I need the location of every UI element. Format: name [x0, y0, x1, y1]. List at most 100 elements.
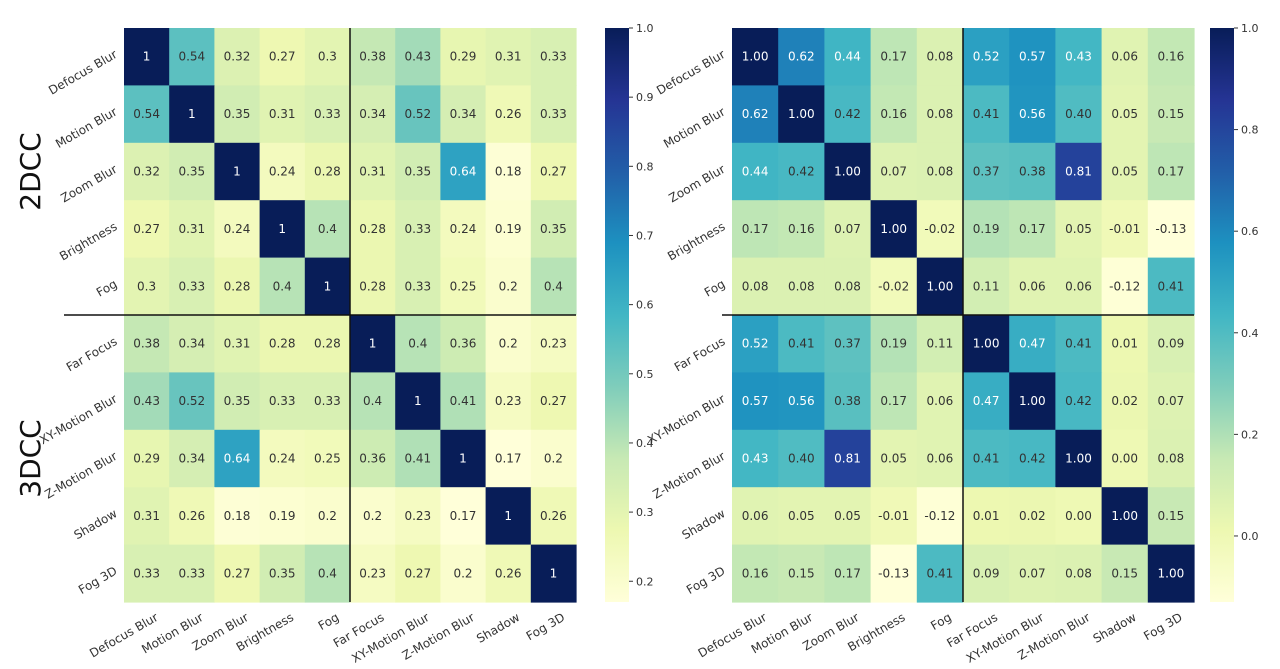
heatmap-cell	[530, 257, 577, 316]
cell-value-label: 0.27	[404, 566, 431, 580]
cell-value-label: 1.00	[1065, 452, 1092, 466]
heatmap-cell	[1009, 28, 1056, 86]
cell-value-label: 0.17	[1019, 222, 1046, 236]
heatmap-cell	[304, 429, 351, 488]
cell-value-label: 0.05	[880, 452, 907, 466]
cell-value-label: 0.42	[1065, 394, 1092, 408]
heatmap-cell	[214, 372, 261, 431]
cell-value-label: 0.19	[495, 222, 522, 236]
x-tick-label: XY-Motion Blur	[964, 610, 1046, 666]
cell-value-label: 0.32	[133, 165, 160, 179]
cell-value-label: 0.17	[450, 509, 477, 523]
cell-value-label: 0.81	[1065, 165, 1092, 179]
heatmap-cell	[870, 372, 918, 431]
cell-value-label: 0.08	[1065, 566, 1092, 580]
cell-value-label: 0.4	[318, 222, 337, 236]
heatmap-cell	[963, 28, 1010, 86]
heatmap-cell	[350, 429, 396, 488]
cell-value-label: 0.2	[544, 452, 563, 466]
colorbar-tick-label: 0.2	[636, 575, 654, 588]
cell-value-label: 0.07	[880, 165, 907, 179]
cell-value-label: 0.23	[404, 509, 431, 523]
cell-value-label: 0.16	[788, 222, 815, 236]
heatmap-cell	[214, 85, 261, 144]
cell-value-label: 0.44	[742, 165, 769, 179]
cell-value-label: 0.27	[269, 50, 296, 64]
cell-value-label: 0.24	[269, 165, 296, 179]
cell-value-label: 0.07	[834, 222, 861, 236]
cell-value-label: 0.15	[1111, 566, 1138, 580]
heatmap-cell	[732, 372, 779, 431]
cell-value-label: 0.23	[540, 337, 567, 351]
cell-value-label: 0.41	[1065, 337, 1092, 351]
colorbar-tick-label: 0.7	[636, 229, 654, 242]
cell-value-label: 0.15	[1158, 107, 1185, 121]
heatmap-cell	[259, 429, 306, 488]
cell-value-label: 0.05	[1111, 165, 1138, 179]
cell-value-label: 0.16	[1158, 50, 1185, 64]
heatmap-cell	[732, 315, 779, 373]
colorbar-tick-label: 0.2	[1241, 428, 1259, 441]
cell-value-label: 0.05	[1111, 107, 1138, 121]
colorbar	[605, 28, 629, 602]
heatmap-cell	[824, 372, 872, 431]
heatmap-cell	[124, 315, 170, 373]
heatmap-cell	[259, 544, 306, 603]
colorbar-tick-label: 0.6	[636, 299, 654, 312]
cell-value-label: 0.27	[133, 222, 160, 236]
cell-value-label: 0.33	[540, 107, 567, 121]
heatmap-cell	[963, 315, 1010, 373]
heatmap-cell	[916, 142, 964, 201]
heatmap-cell	[395, 200, 441, 259]
cell-value-label: 0.4	[363, 394, 382, 408]
cell-value-label: 0.00	[1065, 509, 1092, 523]
cell-value-label: 0.06	[1019, 279, 1046, 293]
cell-value-label: 0.56	[1019, 107, 1046, 121]
heatmap-cell	[304, 372, 351, 431]
cell-value-label: 1	[414, 394, 422, 408]
cell-value-label: 0.23	[359, 566, 386, 580]
y-tick-label: Defocus Blur	[654, 47, 727, 97]
cell-value-label: 0.33	[540, 50, 567, 64]
heatmap-cell	[485, 85, 532, 144]
heatmap-cell	[440, 257, 487, 316]
colorbar-tick-label: 0.9	[636, 91, 654, 104]
heatmap-cell	[778, 315, 825, 373]
heatmap-cell	[259, 200, 306, 259]
heatmap-cell	[259, 372, 306, 431]
heatmap-cell	[963, 85, 1010, 144]
cell-value-label: 0.19	[973, 222, 1000, 236]
heatmap-cell	[395, 544, 441, 603]
x-tick-label: Fog	[316, 610, 342, 633]
heatmap-cell	[1009, 372, 1056, 431]
cell-value-label: 0.37	[973, 165, 1000, 179]
cell-value-label: 0.01	[973, 509, 1000, 523]
x-tick-label: XY-Motion Blur	[349, 610, 431, 666]
cell-value-label: 0.34	[359, 107, 386, 121]
cell-value-label: 0.06	[1065, 279, 1092, 293]
heatmap-cell	[440, 315, 487, 373]
cell-value-label: 0.07	[1019, 566, 1046, 580]
heatmap-cell	[169, 429, 215, 488]
y-tick-label: Z-Motion Blur	[650, 449, 727, 502]
heatmap-cell	[440, 487, 487, 546]
cell-value-label: 1.00	[788, 107, 815, 121]
cell-value-label: 0.35	[224, 107, 251, 121]
heatmap-cell	[1147, 544, 1195, 603]
heatmap-cell	[778, 487, 825, 546]
heatmap-cell	[1147, 28, 1195, 86]
heatmap-cell	[350, 544, 396, 603]
cell-value-label: 0.02	[1019, 509, 1046, 523]
heatmap-cell	[304, 200, 351, 259]
heatmap-cell	[1009, 544, 1056, 603]
cell-value-label: 0.36	[450, 337, 477, 351]
heatmap-cell	[824, 200, 872, 259]
heatmap-cell	[1101, 544, 1149, 603]
cell-value-label: 0.29	[450, 50, 477, 64]
cell-value-label: -0.13	[878, 566, 909, 580]
heatmap-cell	[259, 487, 306, 546]
y-tick-label: XY-Motion Blur	[37, 392, 119, 448]
heatmap-cell	[259, 315, 306, 373]
colorbar-tick-label: 1.0	[1241, 22, 1259, 35]
